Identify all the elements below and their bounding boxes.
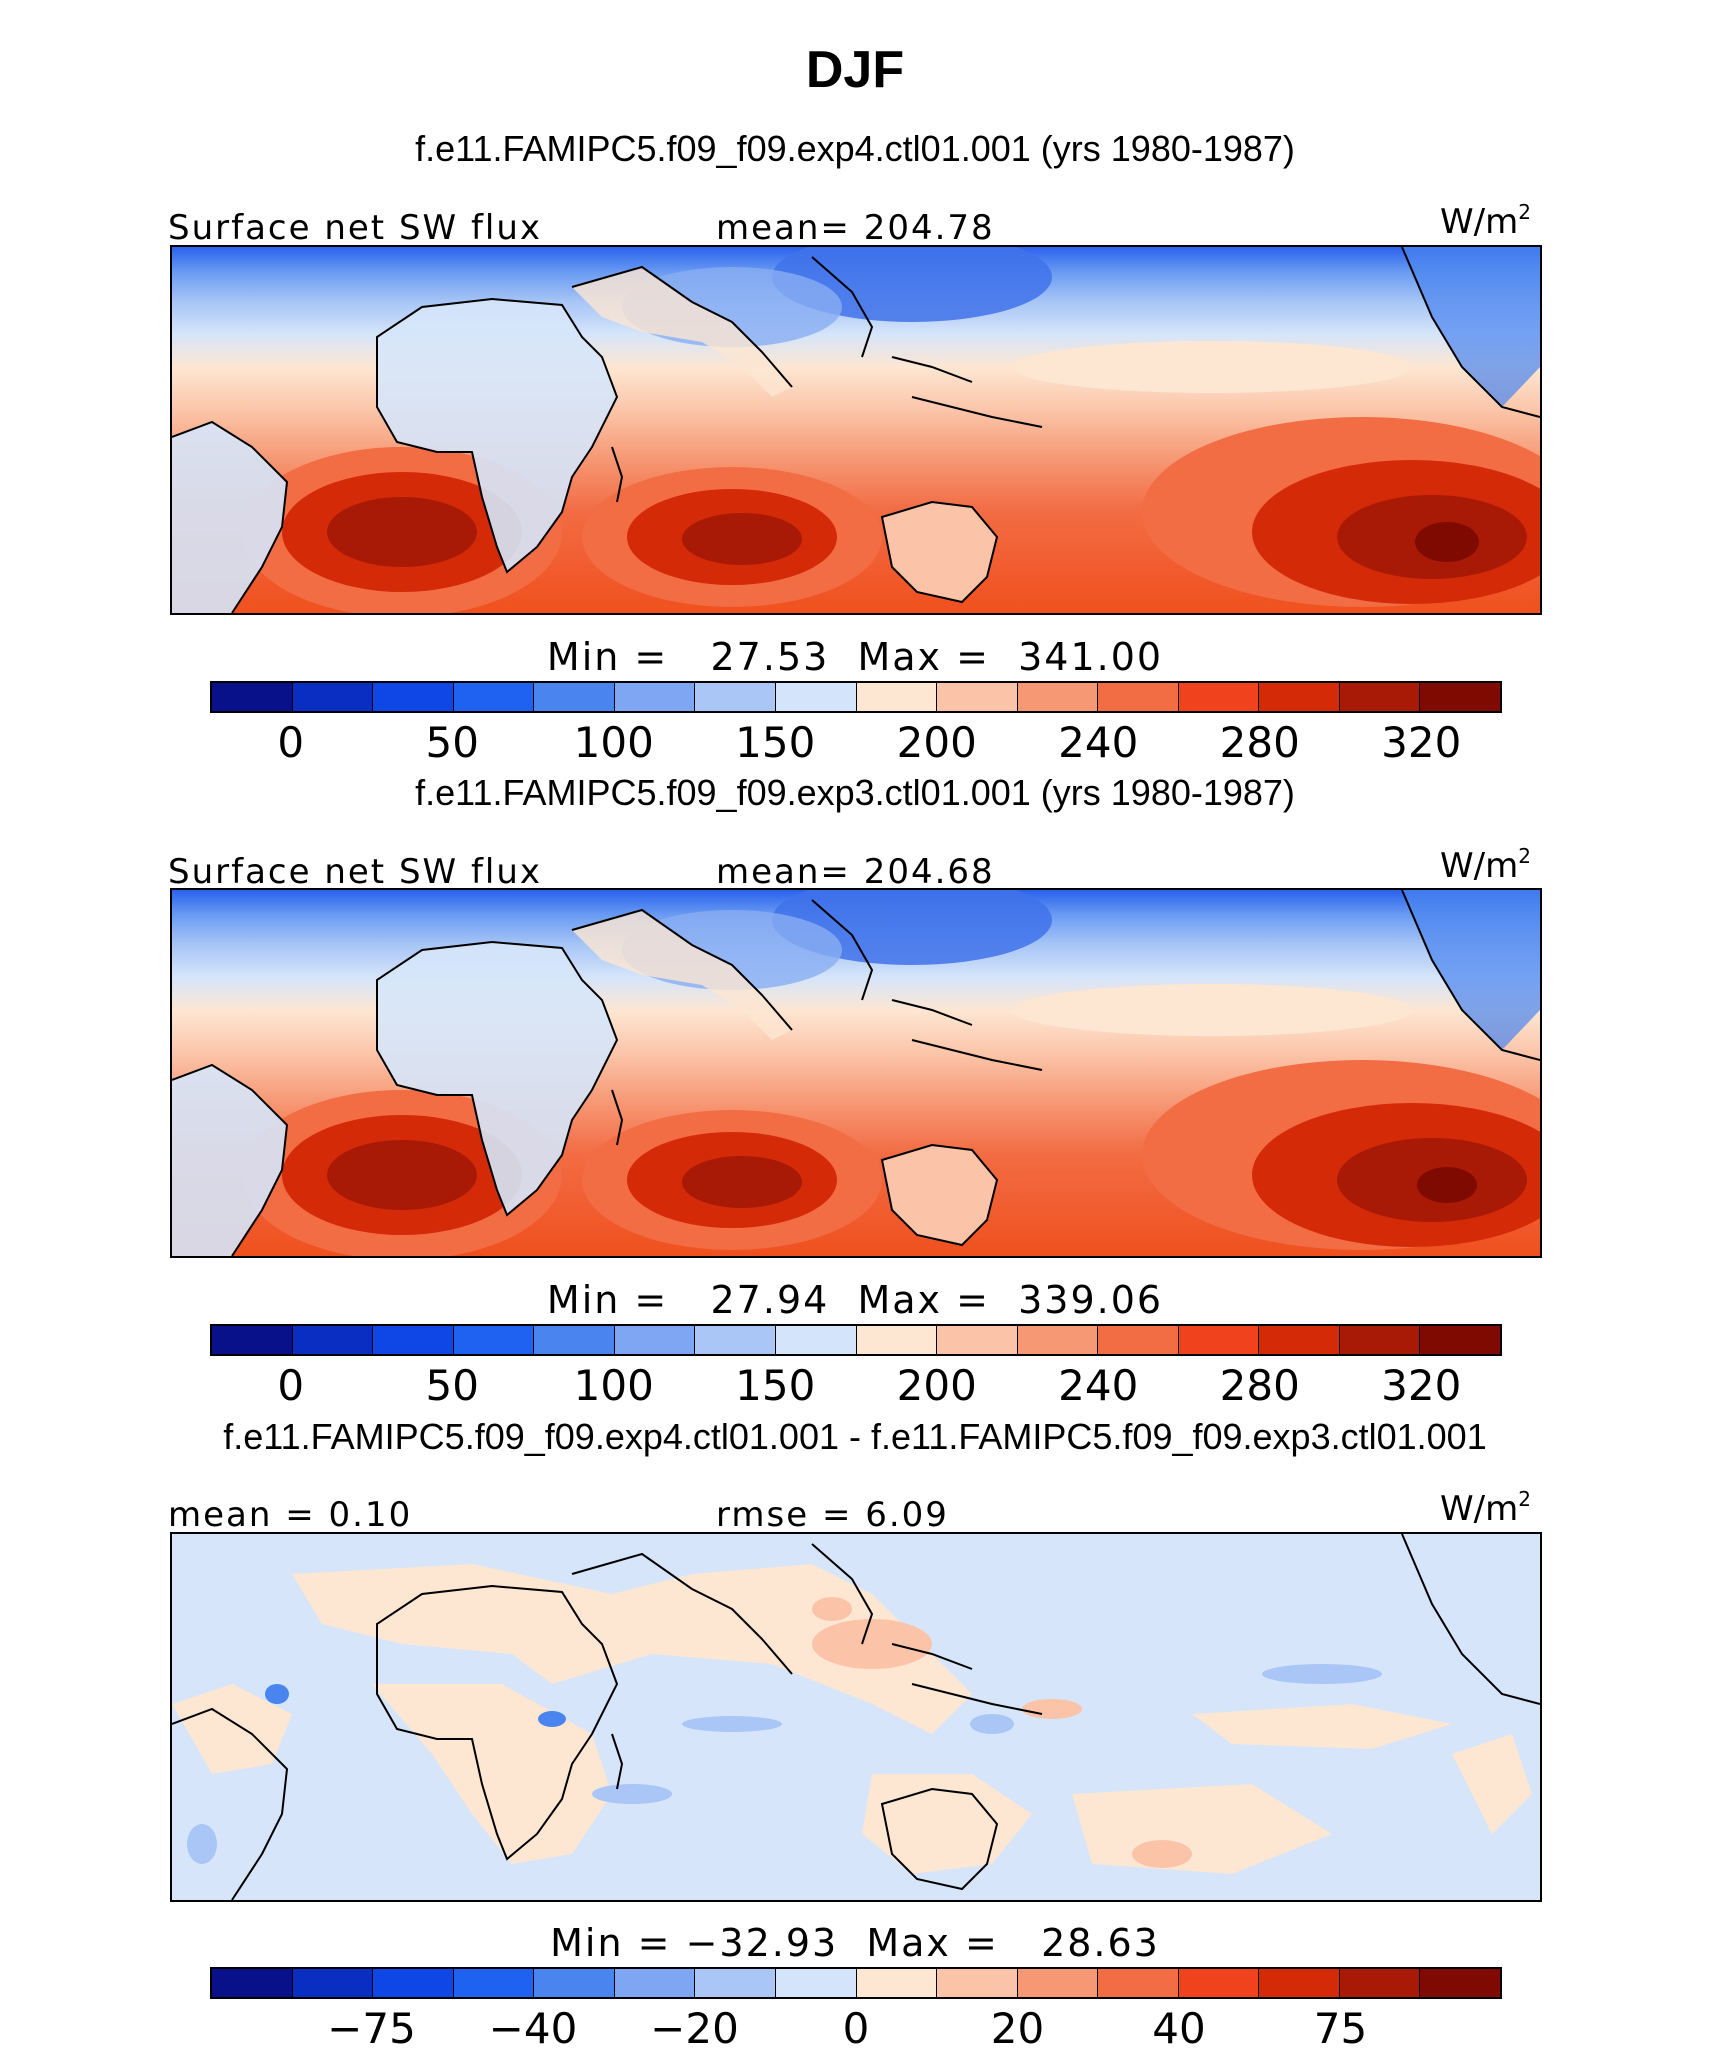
colorbar-swatch: [1339, 683, 1421, 711]
panel-3-units: W/m2: [1440, 1487, 1531, 1529]
colorbar-tick-label: 50: [425, 718, 479, 767]
colorbar-tick-label: 320: [1381, 1361, 1462, 1410]
panel-2-variable-label: Surface net SW flux: [168, 852, 543, 892]
colorbar-swatch: [1098, 1969, 1179, 1997]
panel-3-mean-label: mean = 0.10: [168, 1495, 413, 1535]
colorbar-tick-label: 320: [1381, 718, 1462, 767]
panel-3-rmse-label: rmse = 6.09: [716, 1495, 949, 1535]
colorbar-swatch: [614, 683, 696, 711]
panel-1-colorbar: [210, 681, 1502, 713]
panel-3-colorbar: [210, 1967, 1502, 1999]
colorbar-swatch: [534, 683, 615, 711]
panel-3-colorbar-ticks: −75 −40 −20 0 20 40 75: [0, 2004, 1710, 2053]
colorbar-swatch: [775, 1326, 857, 1354]
colorbar-swatch: [1259, 1326, 1340, 1354]
panel-2-colorbar-ticks: 0 50 100 150 200 240 280 320: [0, 1361, 1710, 1411]
colorbar-swatch: [212, 683, 293, 711]
colorbar-tick-label: 0: [277, 1361, 305, 1410]
colorbar-swatch: [695, 1326, 776, 1354]
panel-2-map: [170, 888, 1542, 1258]
panel-1-minmax: Min = 27.53 Max = 341.00: [546, 635, 1164, 679]
colorbar-swatch: [1259, 683, 1340, 711]
colorbar-tick-label: 150: [735, 1361, 816, 1410]
panel-1-units: W/m2: [1440, 200, 1531, 242]
colorbar-tick-label: 240: [1058, 1361, 1139, 1410]
colorbar-swatch: [1420, 1326, 1500, 1354]
colorbar-swatch: [937, 1969, 1018, 1997]
colorbar-swatch: [614, 1969, 696, 1997]
panel-1-mean-label: mean= 204.78: [716, 208, 995, 248]
colorbar-swatch: [534, 1326, 615, 1354]
panel-3-map: [170, 1532, 1542, 1902]
colorbar-swatch: [1178, 1969, 1260, 1997]
colorbar-swatch: [937, 683, 1018, 711]
colorbar-tick-label: 40: [1152, 2004, 1206, 2053]
colorbar-tick-label: 280: [1219, 1361, 1300, 1410]
colorbar-swatch: [453, 1969, 535, 1997]
colorbar-swatch: [1178, 1326, 1260, 1354]
panel-1-map: [170, 245, 1542, 615]
colorbar-swatch: [1017, 1969, 1099, 1997]
panel-3-minmax: Min = −32.93 Max = 28.63: [550, 1921, 1160, 1965]
colorbar-swatch: [695, 683, 776, 711]
colorbar-tick-label: 100: [573, 718, 654, 767]
colorbar-swatch: [1420, 683, 1500, 711]
colorbar-tick-label: 50: [425, 1361, 479, 1410]
colorbar-tick-label: 75: [1313, 2004, 1368, 2053]
colorbar-swatch: [373, 1326, 454, 1354]
panel-1-colorbar-ticks: 0 50 100 150 200 240 280 320: [0, 718, 1710, 768]
colorbar-tick-label: 200: [896, 718, 977, 767]
colorbar-tick-label: 150: [735, 718, 816, 767]
panel-1-map-svg: [172, 247, 1540, 613]
colorbar-swatch: [775, 1969, 857, 1997]
colorbar-swatch: [453, 683, 535, 711]
colorbar-tick-label: 200: [896, 1361, 977, 1410]
colorbar-swatch: [292, 1326, 374, 1354]
panel-2-map-svg: [172, 890, 1540, 1256]
colorbar-swatch: [1017, 683, 1099, 711]
colorbar-tick-label: 0: [842, 2004, 870, 2053]
colorbar-tick-label: 240: [1058, 718, 1139, 767]
colorbar-swatch: [534, 1969, 615, 1997]
colorbar-swatch: [1339, 1969, 1421, 1997]
panel-2-units: W/m2: [1440, 844, 1531, 886]
colorbar-tick-label: −20: [650, 2004, 739, 2053]
colorbar-swatch: [212, 1326, 293, 1354]
colorbar-swatch: [292, 683, 374, 711]
panel-3-case-title: f.e11.FAMIPC5.f09_f09.exp4.ctl01.001 - f…: [223, 1416, 1487, 1457]
colorbar-swatch: [856, 683, 938, 711]
colorbar-swatch: [856, 1969, 938, 1997]
colorbar-swatch: [1017, 1326, 1099, 1354]
colorbar-swatch: [695, 1969, 776, 1997]
colorbar-swatch: [1259, 1969, 1340, 1997]
colorbar-tick-label: 0: [277, 718, 305, 767]
panel-2-case-title: f.e11.FAMIPC5.f09_f09.exp3.ctl01.001 (yr…: [415, 772, 1295, 813]
colorbar-tick-label: 20: [990, 2004, 1045, 2053]
colorbar-swatch: [212, 1969, 293, 1997]
colorbar-swatch: [453, 1326, 535, 1354]
panel-2-minmax: Min = 27.94 Max = 339.06: [546, 1278, 1164, 1322]
panel-2-mean-label: mean= 204.68: [716, 852, 995, 892]
colorbar-swatch: [614, 1326, 696, 1354]
panel-1-variable-label: Surface net SW flux: [168, 208, 543, 248]
colorbar-swatch: [856, 1326, 938, 1354]
colorbar-swatch: [1178, 683, 1260, 711]
colorbar-swatch: [1339, 1326, 1421, 1354]
panel-3-map-svg: [172, 1534, 1540, 1900]
colorbar-swatch: [1420, 1969, 1500, 1997]
panel-2-colorbar: [210, 1324, 1502, 1356]
colorbar-swatch: [373, 683, 454, 711]
colorbar-tick-label: 100: [573, 1361, 654, 1410]
colorbar-swatch: [292, 1969, 374, 1997]
colorbar-tick-label: −75: [327, 2004, 416, 2053]
colorbar-swatch: [937, 1326, 1018, 1354]
colorbar-tick-label: −40: [488, 2004, 578, 2053]
colorbar-swatch: [1098, 683, 1179, 711]
colorbar-swatch: [373, 1969, 454, 1997]
colorbar-swatch: [775, 683, 857, 711]
colorbar-swatch: [1098, 1326, 1179, 1354]
page-title: DJF: [805, 41, 905, 99]
colorbar-tick-label: 280: [1219, 718, 1300, 767]
panel-1-case-title: f.e11.FAMIPC5.f09_f09.exp4.ctl01.001 (yr…: [415, 128, 1295, 169]
